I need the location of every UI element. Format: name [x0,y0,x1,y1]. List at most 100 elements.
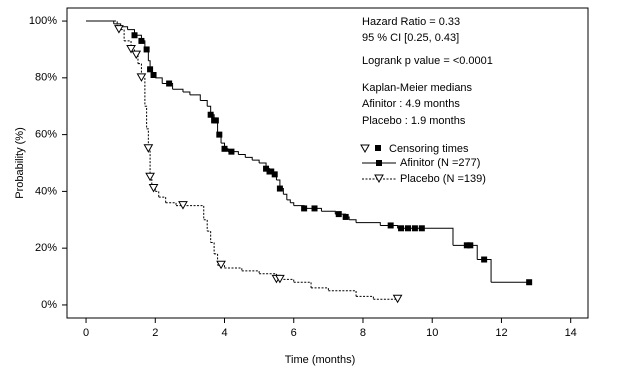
km-step [86,20,115,24]
km-step [224,267,243,271]
km-step [146,128,149,149]
km-step [214,253,219,266]
km-step [158,196,167,203]
km-step [293,281,312,288]
censor-mark [166,80,173,87]
km-step [200,100,208,107]
km-step [356,222,381,226]
y-tick-label: 0% [41,299,57,311]
legend-censor-triangle [360,144,370,154]
censor-mark [276,185,283,192]
x-tick-label: 14 [565,327,577,339]
km-step [245,156,253,161]
censor-mark [207,111,214,118]
km-step [241,270,260,274]
y-tick-label: 20% [35,242,57,254]
km-step [311,287,329,291]
km-step [321,210,336,215]
censor-mark [212,117,219,124]
km-step [162,83,174,90]
km-step [207,230,212,243]
km-step [117,29,125,41]
censor-mark [404,225,411,232]
censor-mark [143,46,150,53]
km-step [252,159,260,163]
x-tick-label: 0 [83,327,89,339]
x-tick-label: 8 [360,327,366,339]
censor-mark [131,32,138,39]
legend-label: Placebo (N =139) [400,173,486,185]
km-step [380,224,399,229]
km-step [356,295,374,300]
legend-marker [374,174,384,184]
censor-mark [301,205,308,212]
censor-mark [221,145,228,152]
km-step [477,259,492,283]
censor-mark [411,225,418,232]
km-step [137,63,142,78]
censor-mark [268,168,275,175]
km-step [176,205,205,220]
km-step [203,219,208,232]
censor-mark [150,71,157,78]
km-step [276,278,295,283]
annotation: Afinitor : 4.9 months [362,98,460,110]
km-step [238,153,246,158]
km-step [182,91,191,95]
km-step [349,219,357,223]
annotation: Placebo : 1.9 months [362,115,466,127]
censor-mark [126,44,136,54]
censor-mark [392,294,403,304]
censor-mark [335,211,342,218]
km-step [120,26,129,30]
annotation: Kaplan-Meier medians [362,82,473,94]
censor-mark [342,213,349,220]
km-step [165,202,177,206]
km-step [172,88,184,93]
censor-mark [136,73,147,82]
annotation: 95 % CI [0.25, 0.43] [362,32,459,44]
legend-label: Censoring times [389,143,469,155]
censor-mark [148,184,159,193]
censor-mark [481,256,488,263]
y-axis-label: Probability (%) [14,127,26,199]
y-tick-label: 100% [29,15,57,27]
censor-mark [387,222,394,229]
km-step [155,190,160,198]
censor-mark [178,201,188,210]
legend: Censoring times [360,143,469,155]
annotation: Logrank p value = <0.0001 [362,55,493,67]
km-step [144,105,148,129]
censor-mark [271,171,278,178]
censor-mark [147,66,154,73]
x-tick-label: 10 [426,327,438,339]
censor-mark [311,205,318,212]
km-step [452,244,478,260]
censor-mark [138,37,145,44]
censor-mark [131,50,142,60]
km-step [155,77,163,84]
km-step [86,20,118,30]
censor-mark [275,274,285,284]
x-tick-label: 12 [495,327,507,339]
censor-mark [216,260,226,270]
km-step [286,199,291,203]
y-tick-label: 80% [35,72,57,84]
x-tick-label: 6 [291,327,297,339]
x-tick-label: 2 [152,327,158,339]
censor-mark [114,25,124,34]
legend-label: Afinitor (N =277) [400,157,480,169]
censor-mark [463,242,470,249]
censor-mark [216,131,223,138]
km-step [290,202,295,206]
x-tick-label: 4 [221,327,227,339]
km-step [304,207,322,212]
plot-frame [66,7,589,319]
censor-mark [228,148,235,155]
y-tick-label: 40% [35,185,57,197]
censor-mark [145,172,155,182]
legend-censor-square [375,145,381,151]
km-step [141,77,146,107]
km-step [210,241,215,254]
